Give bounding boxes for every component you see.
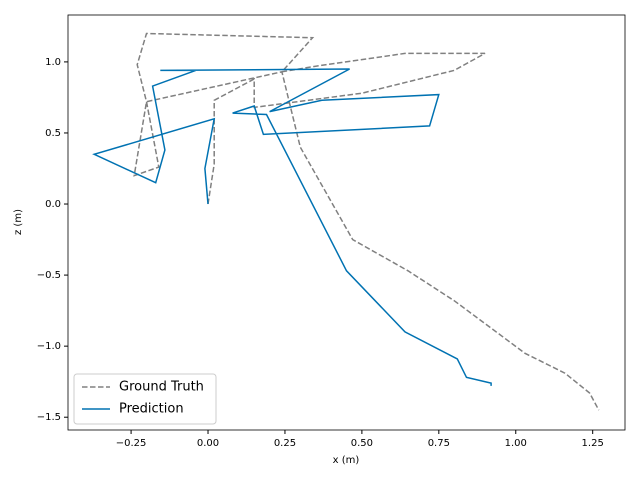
x-axis-label: x (m) (333, 455, 360, 466)
y-tick-label: 1.0 (45, 57, 61, 68)
x-tick-label: 1.25 (582, 438, 604, 449)
series-line (92, 68, 492, 386)
x-tick-label: 1.00 (505, 438, 527, 449)
y-tick-label: −0.5 (37, 270, 61, 281)
series-line (133, 32, 600, 411)
y-tick-label: 0.0 (45, 199, 61, 210)
x-tick-label: 0.00 (197, 438, 219, 449)
plot-frame (67, 14, 626, 431)
x-tick-label: 0.25 (274, 438, 296, 449)
x-tick-label: 0.50 (351, 438, 373, 449)
legend-label: Ground Truth (119, 380, 204, 395)
y-tick-label: −1.5 (37, 412, 61, 423)
y-tick-label: 0.5 (45, 128, 61, 139)
x-tick-label: −0.25 (116, 438, 147, 449)
y-axis-label: z (m) (13, 209, 24, 235)
legend-label: Prediction (119, 402, 184, 417)
y-tick-label: −1.0 (37, 341, 61, 352)
x-tick-label: 0.75 (428, 438, 450, 449)
